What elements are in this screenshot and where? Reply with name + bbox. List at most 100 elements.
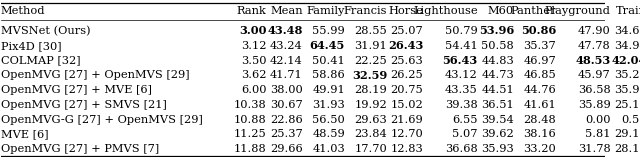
Text: 48.53: 48.53	[575, 55, 611, 66]
Text: 49.91: 49.91	[312, 85, 345, 95]
Text: 53.96: 53.96	[479, 25, 514, 36]
Text: 38.16: 38.16	[524, 129, 556, 139]
Text: 28.10: 28.10	[614, 144, 640, 154]
Text: MVE [6]: MVE [6]	[1, 129, 48, 139]
Text: 10.38: 10.38	[234, 100, 266, 110]
Text: 0.53: 0.53	[621, 115, 640, 125]
Text: Playground: Playground	[545, 6, 611, 16]
Text: 50.79: 50.79	[445, 26, 478, 36]
Text: 42.04: 42.04	[611, 55, 640, 66]
Text: 56.50: 56.50	[312, 115, 345, 125]
Text: 17.70: 17.70	[355, 144, 387, 154]
Text: 29.63: 29.63	[355, 115, 387, 125]
Text: 19.92: 19.92	[355, 100, 387, 110]
Text: 5.81: 5.81	[585, 129, 611, 139]
Text: 15.02: 15.02	[390, 100, 424, 110]
Text: 25.63: 25.63	[390, 55, 424, 66]
Text: 22.25: 22.25	[355, 55, 387, 66]
Text: Panther: Panther	[511, 6, 556, 16]
Text: 46.85: 46.85	[524, 70, 556, 80]
Text: 26.43: 26.43	[388, 40, 424, 51]
Text: 50.41: 50.41	[312, 55, 345, 66]
Text: 41.71: 41.71	[270, 70, 303, 80]
Text: Family: Family	[307, 6, 345, 16]
Text: 23.84: 23.84	[355, 129, 387, 139]
Text: 31.93: 31.93	[312, 100, 345, 110]
Text: 6.55: 6.55	[452, 115, 478, 125]
Text: 33.20: 33.20	[524, 144, 556, 154]
Text: Mean: Mean	[270, 6, 303, 16]
Text: 36.58: 36.58	[578, 85, 611, 95]
Text: 41.61: 41.61	[524, 100, 556, 110]
Text: 11.25: 11.25	[234, 129, 266, 139]
Text: 11.88: 11.88	[234, 144, 266, 154]
Text: OpenMVG-G [27] + OpenMVS [29]: OpenMVG-G [27] + OpenMVS [29]	[1, 115, 203, 125]
Text: 43.48: 43.48	[268, 25, 303, 36]
Text: 20.75: 20.75	[390, 85, 424, 95]
Text: 36.68: 36.68	[445, 144, 478, 154]
Text: 25.07: 25.07	[390, 26, 424, 36]
Text: 39.38: 39.38	[445, 100, 478, 110]
Text: 43.24: 43.24	[270, 41, 303, 51]
Text: Horse: Horse	[388, 6, 424, 16]
Text: 34.96: 34.96	[614, 41, 640, 51]
Text: 3.00: 3.00	[239, 25, 266, 36]
Text: 5.07: 5.07	[452, 129, 478, 139]
Text: 55.99: 55.99	[312, 26, 345, 36]
Text: 0.00: 0.00	[585, 115, 611, 125]
Text: 58.86: 58.86	[312, 70, 345, 80]
Text: 47.90: 47.90	[578, 26, 611, 36]
Text: 26.25: 26.25	[390, 70, 424, 80]
Text: 29.66: 29.66	[270, 144, 303, 154]
Text: 34.69: 34.69	[614, 26, 640, 36]
Text: 3.12: 3.12	[241, 41, 266, 51]
Text: 35.89: 35.89	[578, 100, 611, 110]
Text: 3.50: 3.50	[241, 55, 266, 66]
Text: 64.45: 64.45	[310, 40, 345, 51]
Text: 44.73: 44.73	[481, 70, 514, 80]
Text: 50.86: 50.86	[521, 25, 556, 36]
Text: 32.59: 32.59	[352, 70, 387, 81]
Text: 31.78: 31.78	[578, 144, 611, 154]
Text: 28.55: 28.55	[355, 26, 387, 36]
Text: 36.51: 36.51	[481, 100, 514, 110]
Text: MVSNet (Ours): MVSNet (Ours)	[1, 26, 90, 36]
Text: 35.95: 35.95	[614, 85, 640, 95]
Text: OpenMVG [27] + SMVS [21]: OpenMVG [27] + SMVS [21]	[1, 100, 166, 110]
Text: 22.86: 22.86	[270, 115, 303, 125]
Text: 39.54: 39.54	[481, 115, 514, 125]
Text: Pix4D [30]: Pix4D [30]	[1, 41, 61, 51]
Text: 44.83: 44.83	[481, 55, 514, 66]
Text: 47.78: 47.78	[578, 41, 611, 51]
Text: M60: M60	[488, 6, 514, 16]
Text: 44.51: 44.51	[481, 85, 514, 95]
Text: COLMAP [32]: COLMAP [32]	[1, 55, 80, 66]
Text: 35.37: 35.37	[524, 41, 556, 51]
Text: 6.00: 6.00	[241, 85, 266, 95]
Text: 28.19: 28.19	[355, 85, 387, 95]
Text: 25.12: 25.12	[614, 100, 640, 110]
Text: 39.62: 39.62	[481, 129, 514, 139]
Text: OpenMVG [27] + OpenMVS [29]: OpenMVG [27] + OpenMVS [29]	[1, 70, 189, 80]
Text: 35.27: 35.27	[614, 70, 640, 80]
Text: 48.59: 48.59	[312, 129, 345, 139]
Text: 43.35: 43.35	[445, 85, 478, 95]
Text: 38.00: 38.00	[270, 85, 303, 95]
Text: Lighthouse: Lighthouse	[413, 6, 478, 16]
Text: 35.93: 35.93	[481, 144, 514, 154]
Text: 42.14: 42.14	[270, 55, 303, 66]
Text: Method: Method	[1, 6, 45, 16]
Text: 46.97: 46.97	[524, 55, 556, 66]
Text: Train: Train	[616, 6, 640, 16]
Text: 31.91: 31.91	[355, 41, 387, 51]
Text: 45.97: 45.97	[578, 70, 611, 80]
Text: Francis: Francis	[344, 6, 387, 16]
Text: 12.83: 12.83	[390, 144, 424, 154]
Text: 41.03: 41.03	[312, 144, 345, 154]
Text: OpenMVG [27] + MVE [6]: OpenMVG [27] + MVE [6]	[1, 85, 152, 95]
Text: 29.19: 29.19	[614, 129, 640, 139]
Text: 25.37: 25.37	[270, 129, 303, 139]
Text: 54.41: 54.41	[445, 41, 478, 51]
Text: 43.12: 43.12	[445, 70, 478, 80]
Text: Rank: Rank	[237, 6, 266, 16]
